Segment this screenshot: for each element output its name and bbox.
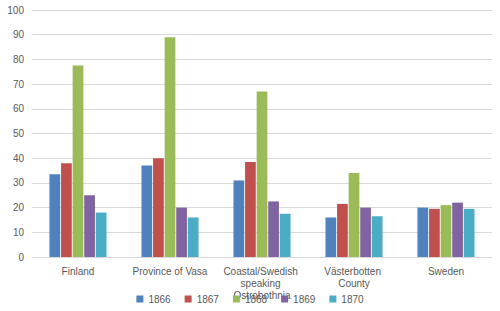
svg-text:Västerbotten: Västerbotten	[324, 266, 383, 277]
svg-text:Coastal/Swedish: Coastal/Swedish	[223, 266, 300, 277]
svg-text:100: 100	[7, 5, 24, 16]
svg-text:Sweden: Sweden	[428, 266, 464, 277]
svg-text:County: County	[338, 278, 370, 289]
svg-text:1866: 1866	[148, 294, 171, 305]
svg-text:1868: 1868	[245, 294, 268, 305]
svg-text:90: 90	[13, 29, 25, 40]
svg-text:60: 60	[13, 103, 25, 114]
svg-text:20: 20	[13, 202, 25, 213]
svg-text:0: 0	[18, 252, 24, 263]
svg-text:1870: 1870	[341, 294, 364, 305]
svg-text:Finland: Finland	[62, 266, 95, 277]
svg-text:30: 30	[13, 177, 25, 188]
svg-text:speaking: speaking	[241, 278, 284, 289]
svg-text:10: 10	[13, 227, 25, 238]
svg-text:80: 80	[13, 54, 25, 65]
svg-text:50: 50	[13, 128, 25, 139]
svg-text:Province of Vasa: Province of Vasa	[133, 266, 208, 277]
svg-text:1867: 1867	[197, 294, 220, 305]
svg-text:40: 40	[13, 153, 25, 164]
svg-text:70: 70	[13, 79, 25, 90]
svg-text:1869: 1869	[293, 294, 316, 305]
svg-text:Ostrobothnia: Ostrobothnia	[233, 289, 291, 301]
